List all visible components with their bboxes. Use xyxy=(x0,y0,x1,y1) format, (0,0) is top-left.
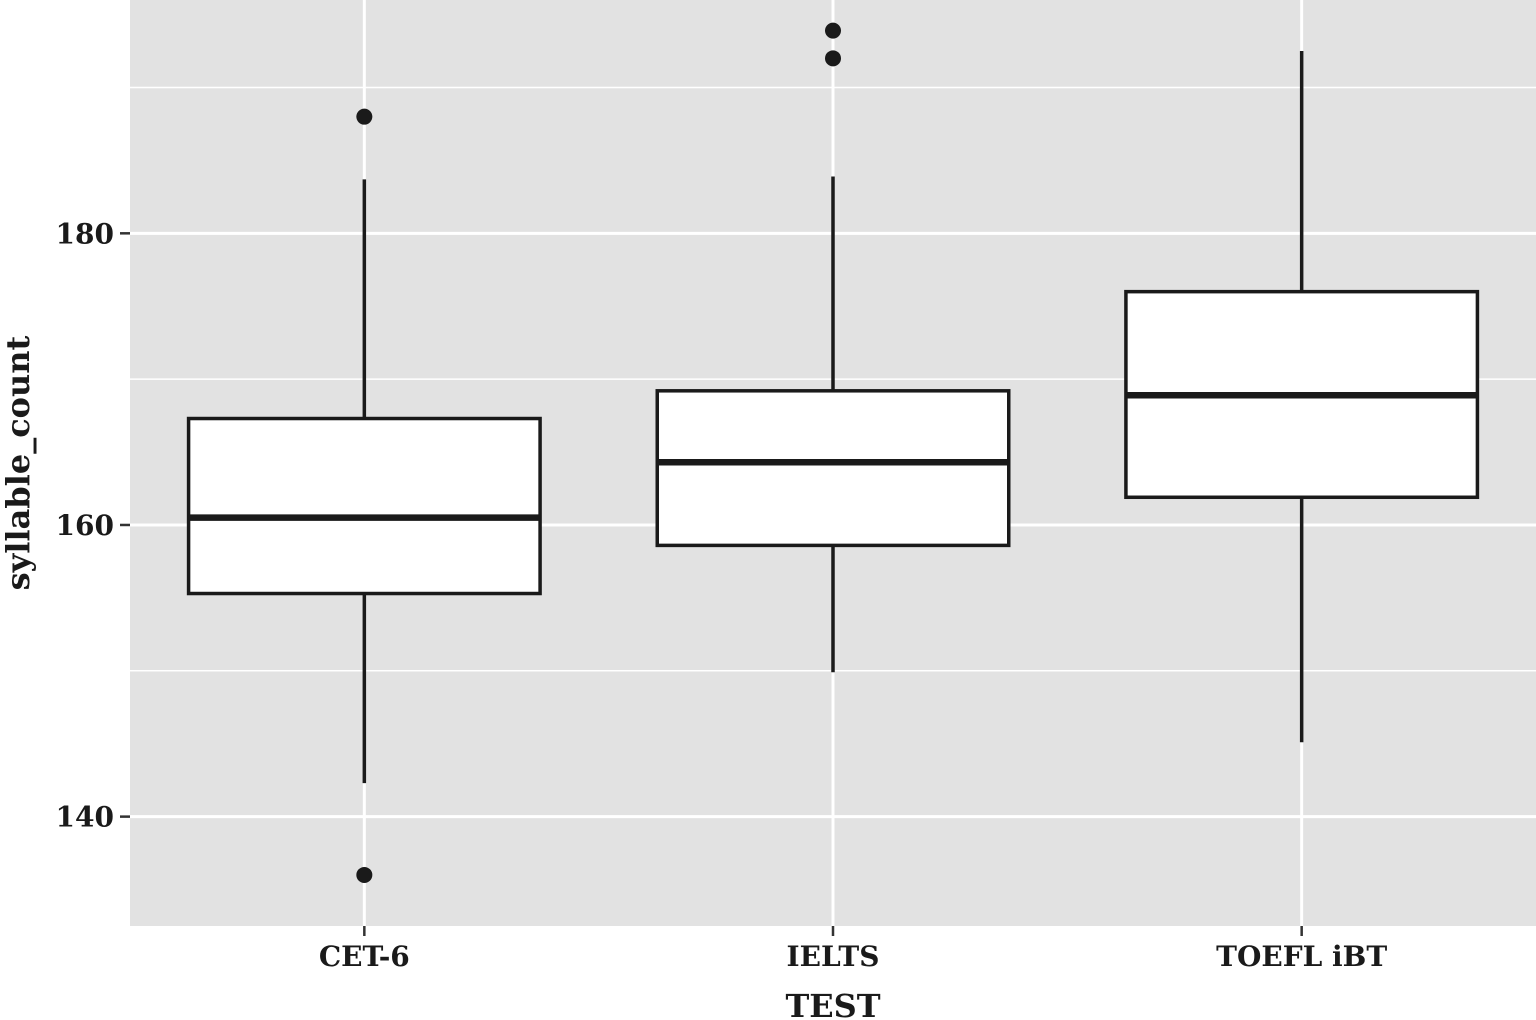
y-tick-label: 140 xyxy=(56,801,114,834)
iqr-box xyxy=(186,416,542,596)
outlier-point xyxy=(356,866,373,883)
box-group xyxy=(186,22,1480,883)
x-axis-title: TEST xyxy=(785,987,880,1020)
outlier-point xyxy=(825,50,841,67)
iqr-box xyxy=(655,389,1011,548)
x-tick-label: IELTS xyxy=(787,940,880,973)
x-tick-label: TOEFL iBT xyxy=(1216,940,1387,973)
y-axis: 140 160 180 xyxy=(56,217,130,834)
y-tick-label: 180 xyxy=(56,217,114,250)
outlier-point xyxy=(356,108,373,125)
box-cet-6 xyxy=(186,108,542,883)
y-tick-label: 160 xyxy=(56,509,114,542)
x-axis: CET-6 IELTS TOEFL iBT xyxy=(319,926,1387,973)
outlier-point xyxy=(825,22,841,39)
x-tick-label: CET-6 xyxy=(319,940,410,973)
y-axis-title: syllable_count xyxy=(0,335,37,590)
box-toefl-ibt xyxy=(1124,51,1480,743)
box-ielts xyxy=(655,22,1011,673)
